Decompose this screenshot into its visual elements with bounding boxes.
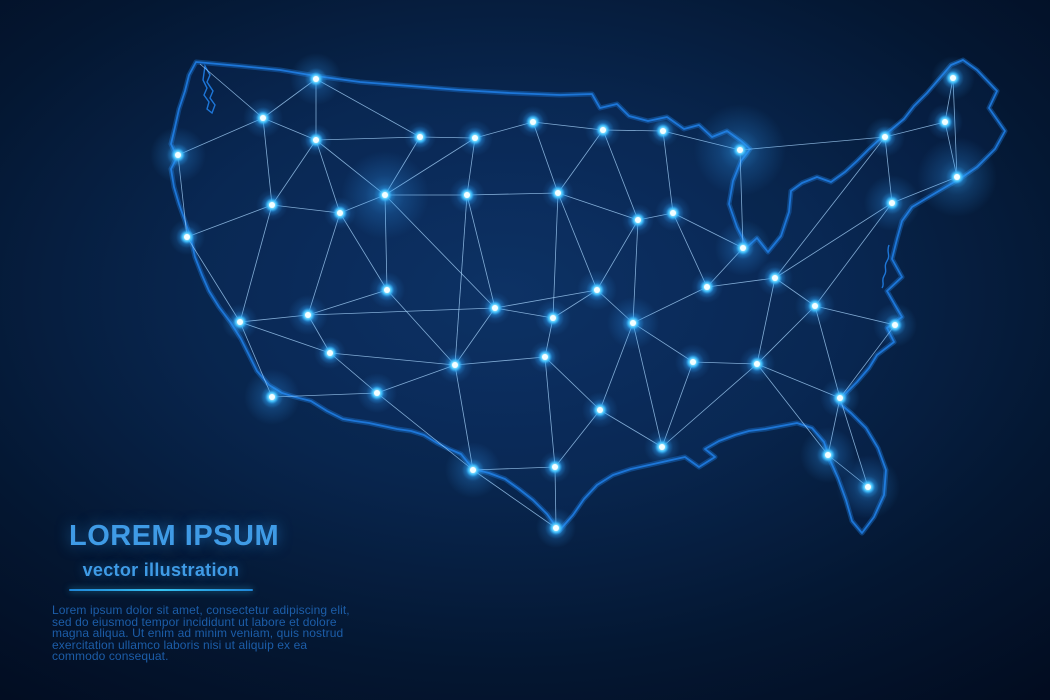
caption-block: LOREM IPSUM vector illustration Lorem ip… [52, 520, 372, 663]
page-title: LOREM IPSUM [69, 520, 280, 552]
description-text: Lorem ipsum dolor sit amet, consectetur … [52, 603, 350, 663]
divider-line [69, 589, 253, 591]
subtitle: vector illustration [82, 560, 240, 580]
